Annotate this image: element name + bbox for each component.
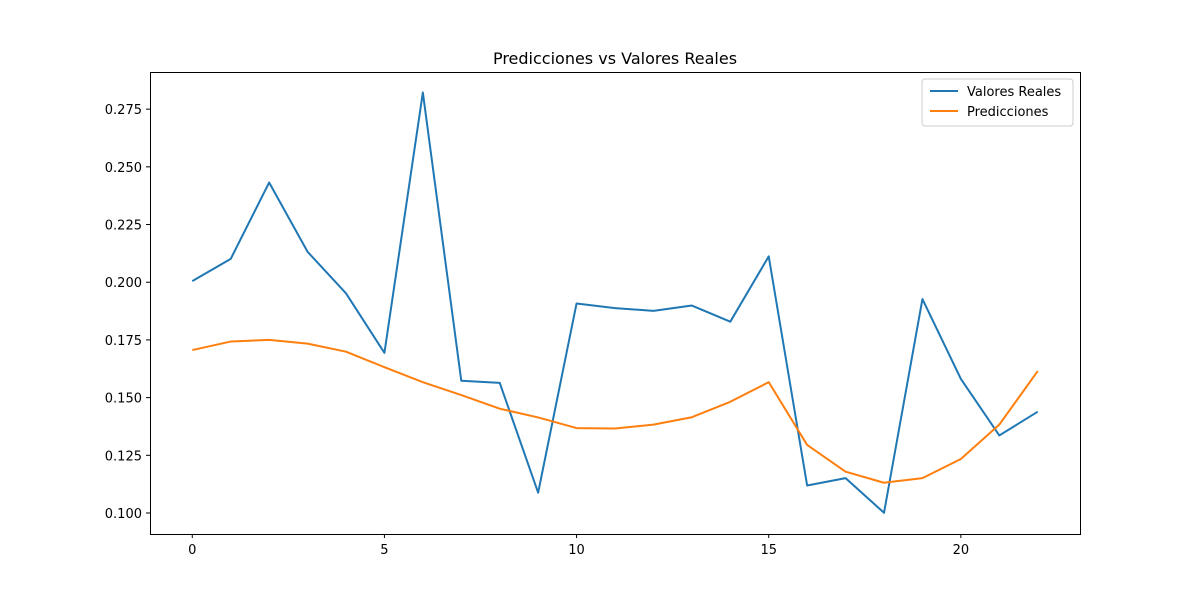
legend-label: Predicciones	[967, 105, 1049, 120]
y-tick-label: 0.175	[105, 334, 142, 349]
plot-frame	[150, 72, 1081, 535]
x-tick-label: 5	[380, 543, 388, 558]
y-tick-label: 0.150	[105, 392, 142, 407]
legend-box	[921, 78, 1074, 127]
y-tick-label: 0.225	[105, 219, 142, 234]
series-line-1	[192, 338, 1039, 484]
x-tick-label: 0	[188, 543, 196, 558]
x-axis: 0 5 10 15 20	[188, 534, 969, 558]
y-tick-label: 0.125	[105, 449, 142, 464]
chart-title: Predicciones vs Valores Reales	[493, 49, 737, 68]
x-tick-label: 10	[568, 543, 585, 558]
plot-lines	[191, 91, 1039, 514]
y-axis: 0.100 0.125 0.150 0.175 0.200 0.225 0.250 0.275	[105, 103, 150, 522]
x-tick-label: 15	[760, 543, 777, 558]
y-tick-label: 0.100	[105, 507, 142, 522]
series-line-0	[191, 91, 1039, 514]
y-tick-label: 0.200	[105, 276, 142, 291]
legend: Valores Reales Predicciones	[921, 78, 1074, 127]
legend-label: Valores Reales	[967, 85, 1061, 100]
y-tick-label: 0.275	[105, 103, 142, 118]
x-tick-label: 20	[953, 543, 970, 558]
y-tick-label: 0.250	[105, 161, 142, 176]
